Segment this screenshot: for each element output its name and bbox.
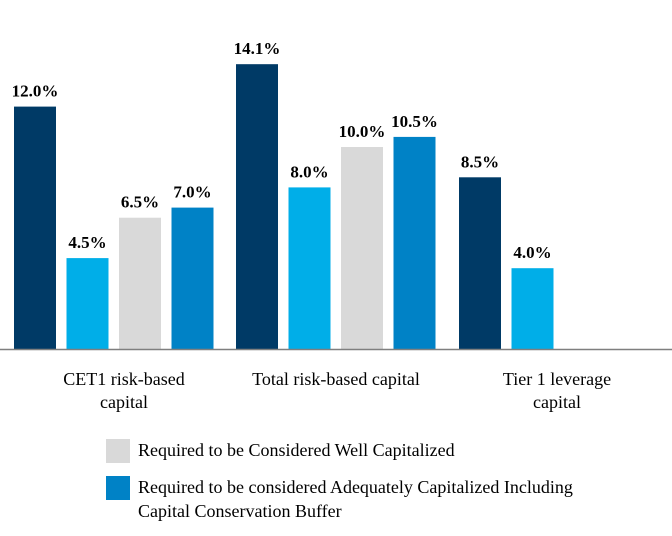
- bar-s3-c1: [393, 136, 436, 349]
- legend-label-well-capitalized: Required to be Considered Well Capitaliz…: [138, 440, 455, 460]
- bar-s1-c1: [288, 187, 331, 349]
- bar-s0-c1: [236, 64, 278, 350]
- legend-swatch-well-capitalized: [106, 439, 130, 463]
- bar-s0-c0: [14, 106, 56, 349]
- data-label-s2-c1: 10.0%: [339, 122, 386, 141]
- category-label-1-line-0: Total risk-based capital: [252, 369, 420, 389]
- bar-s2-c0: [119, 217, 161, 349]
- category-label-0-line-1: capital: [100, 392, 148, 412]
- bar-s0-c2: [459, 177, 501, 349]
- legend-item-adequately-capitalized: Required to be considered Adequately Cap…: [106, 475, 578, 523]
- category-label-2-line-1: capital: [533, 392, 581, 412]
- category-label-2-line-0: Tier 1 leverage: [503, 369, 611, 389]
- category-label-0-line-0: CET1 risk-based: [63, 369, 184, 389]
- data-label-s3-c0: 7.0%: [173, 183, 211, 202]
- bar-s3-c0: [171, 207, 214, 349]
- bar-chart: 12.0% 14.1% 8.5% 4.5% 8.0% 4.0% 6.5% 10.0% 7.0% 1…: [0, 39, 672, 412]
- data-label-s0-c1: 14.1%: [234, 39, 281, 58]
- data-label-s1-c1: 8.0%: [290, 162, 328, 181]
- bar-s1-c2: [511, 268, 554, 349]
- data-label-s3-c1: 10.5%: [391, 112, 438, 131]
- legend-item-well-capitalized: Required to be Considered Well Capitaliz…: [106, 438, 578, 463]
- data-label-s2-c0: 6.5%: [121, 193, 159, 212]
- legend: Required to be Considered Well Capitaliz…: [106, 438, 578, 535]
- data-label-s0-c0: 12.0%: [12, 82, 59, 101]
- bar-s2-c1: [341, 147, 383, 349]
- data-label-s1-c2: 4.0%: [513, 243, 551, 262]
- data-label-s1-c0: 4.5%: [68, 233, 106, 252]
- legend-label-adequately-capitalized: Required to be considered Adequately Cap…: [138, 477, 573, 521]
- bar-s1-c0: [66, 258, 109, 349]
- data-label-s0-c2: 8.5%: [461, 152, 499, 171]
- legend-swatch-adequately-capitalized: [106, 476, 130, 500]
